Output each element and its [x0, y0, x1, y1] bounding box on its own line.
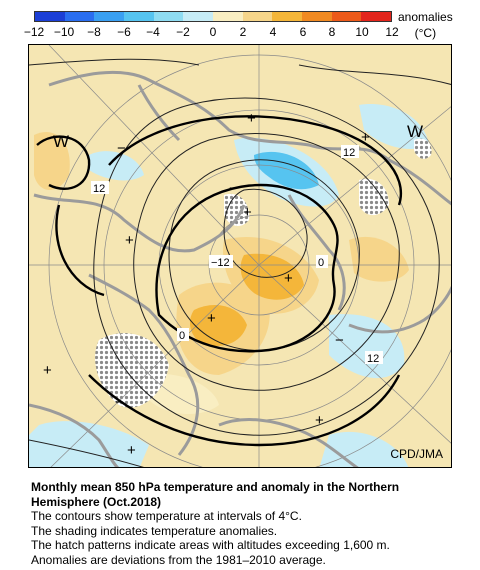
bold-contours — [36, 115, 402, 447]
contour-label: −12 — [211, 257, 230, 269]
legend-label-anomalies: anomalies — [398, 10, 453, 24]
legend-tick: −6 — [117, 25, 131, 39]
contour-label: 12 — [367, 353, 379, 365]
color-legend: −12 −10 −8 −6 −4 −2 0 2 4 6 8 10 12 anom… — [0, 0, 480, 40]
minus-marker: − — [229, 180, 238, 197]
cold-anomaly-region — [29, 421, 149, 467]
warm-anomaly-core — [189, 305, 247, 346]
minus-marker: − — [117, 140, 126, 157]
caption-title-line2: Hemisphere (Oct.2018) — [31, 494, 162, 509]
warm-anomaly-region — [149, 374, 219, 415]
legend-tick: −4 — [146, 25, 160, 39]
caption-line: The hatch patterns indicate areas with a… — [31, 538, 390, 552]
warm-marker: W — [53, 132, 69, 151]
legend-tick: −12 — [23, 25, 45, 39]
legend-tick: 10 — [355, 25, 369, 39]
legend-tick: −8 — [87, 25, 101, 39]
plus-marker: + — [243, 204, 252, 221]
caption-line: The contours show temperature at interva… — [31, 509, 302, 523]
legend-tick: 8 — [328, 25, 336, 39]
contour-label: 0 — [318, 257, 324, 269]
warm-anomaly-region — [349, 236, 409, 282]
high-altitude-hatch — [414, 138, 432, 159]
legend-label-unit: (°C) — [414, 26, 437, 40]
caption-line: The shading indicates temperature anomal… — [31, 523, 278, 538]
legend-tick: 12 — [385, 25, 399, 39]
warm-marker: W — [407, 122, 423, 141]
plus-marker: + — [247, 110, 256, 127]
legend-tick: −10 — [53, 25, 75, 39]
minus-marker: − — [115, 394, 124, 411]
plus-marker: + — [43, 362, 52, 379]
legend-tick: 2 — [239, 25, 247, 39]
plus-marker: + — [361, 129, 370, 146]
legend-tick: 0 — [209, 25, 217, 39]
caption-title-line1: Monthly mean 850 hPa temperature and ano… — [31, 480, 400, 494]
legend-tick: 4 — [269, 25, 277, 39]
temperature-contours — [29, 58, 451, 467]
legend-unit-label: anomalies (°C) — [398, 9, 453, 41]
cold-anomaly-region — [359, 104, 429, 150]
contour-label: 12 — [343, 147, 355, 159]
contour-label: 12 — [93, 183, 105, 195]
figure-caption: Monthly mean 850 hPa temperature and ano… — [31, 480, 476, 567]
plus-marker: + — [127, 442, 136, 459]
warm-anomaly-region — [34, 131, 70, 190]
map-canvas: 12 12 −12 0 0 12 W W + + + + + + + + + − — [29, 45, 451, 467]
polar-map: 12 12 −12 0 0 12 W W + + + + + + + + + − — [28, 44, 452, 468]
plus-marker: + — [207, 310, 216, 327]
caption-line: Anomalies are deviations from the 1981–2… — [31, 552, 326, 567]
legend-tick: 6 — [299, 25, 307, 39]
legend-tick: −2 — [176, 25, 190, 39]
contour-label: 0 — [179, 330, 185, 342]
cold-anomaly-core — [254, 151, 319, 190]
coastlines — [29, 70, 451, 467]
legend-color-bar — [34, 11, 392, 22]
cold-anomaly-region — [89, 151, 144, 181]
plus-marker: + — [315, 412, 324, 429]
map-credit: CPD/JMA — [390, 447, 443, 461]
high-altitude-hatch — [359, 178, 389, 216]
plus-marker: + — [125, 232, 134, 249]
cold-anomaly-region — [329, 314, 405, 379]
plus-marker: + — [284, 270, 293, 287]
minus-marker: − — [335, 332, 344, 349]
